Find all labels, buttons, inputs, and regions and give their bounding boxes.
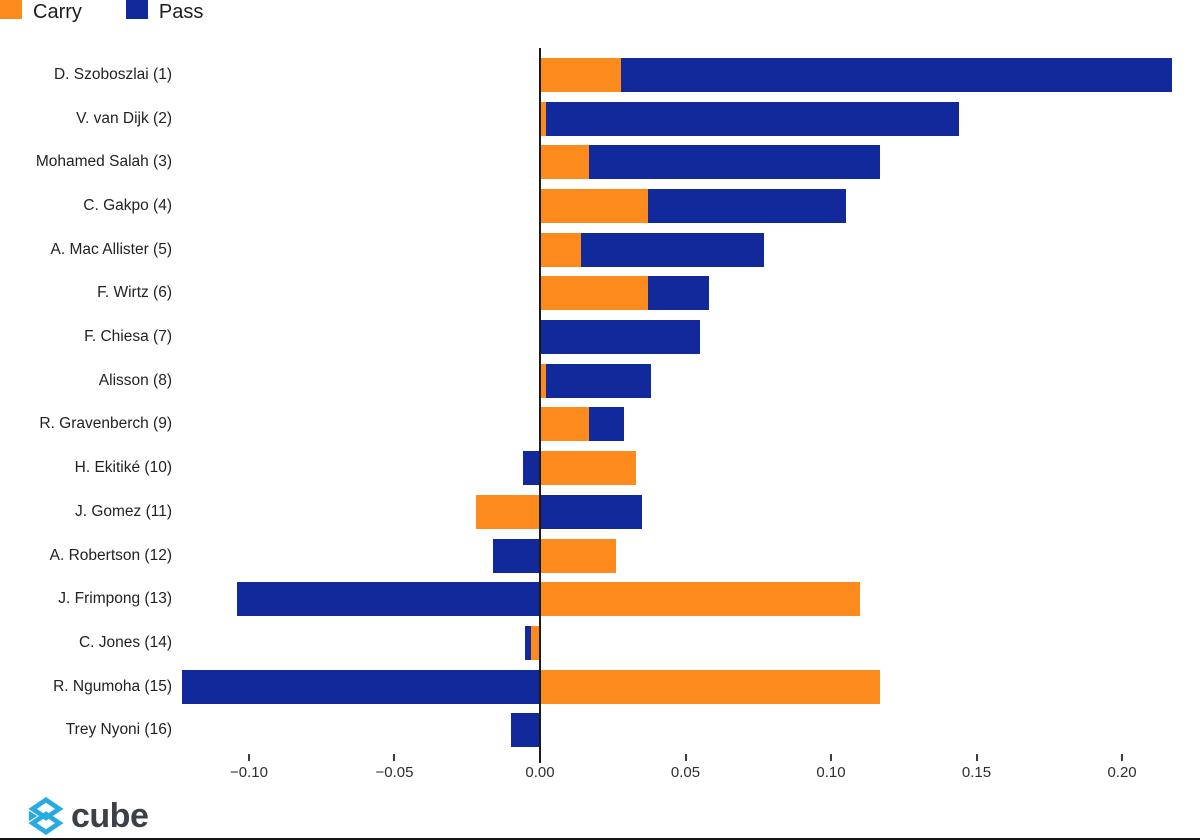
bottom-border-line: [0, 838, 1200, 840]
bar-segment-pass[interactable]: [182, 669, 540, 704]
bar-segment-carry[interactable]: [539, 538, 616, 573]
bar-segment-carry[interactable]: [539, 407, 590, 442]
x-tick-mark: [975, 754, 978, 762]
x-tick-mark: [830, 754, 833, 762]
y-axis-label: F. Chiesa (7): [84, 328, 172, 346]
legend-swatch-carry: [0, 0, 22, 19]
y-axis-label: V. van Dijk (2): [76, 109, 172, 127]
zero-line: [538, 48, 541, 764]
legend-label: Pass: [158, 1, 204, 23]
bar-segment-pass[interactable]: [237, 582, 540, 617]
bar-segment-pass[interactable]: [621, 57, 1172, 92]
x-tick-label: 0.20: [1107, 764, 1137, 782]
x-tick-label: 0.05: [670, 764, 701, 782]
bar-segment-carry[interactable]: [531, 625, 540, 660]
y-axis-label: F. Wirtz (6): [97, 284, 172, 302]
bar-segment-carry[interactable]: [539, 669, 881, 704]
bar-segment-carry[interactable]: [539, 363, 546, 398]
y-axis-label: C. Gakpo (4): [83, 196, 172, 214]
x-tick-label: −0.05: [375, 764, 414, 782]
bar-segment-carry[interactable]: [539, 101, 546, 136]
bar-segment-pass[interactable]: [589, 407, 625, 442]
y-axis-label: J. Frimpong (13): [58, 590, 172, 608]
bar-segment-carry[interactable]: [539, 276, 648, 311]
bar-segment-pass[interactable]: [647, 276, 709, 311]
x-tick-mark: [247, 754, 250, 762]
x-tick-label: 0.15: [961, 764, 992, 782]
y-axis-label: A. Robertson (12): [49, 546, 172, 564]
x-tick-mark: [393, 754, 396, 762]
bar-segment-pass[interactable]: [580, 232, 765, 267]
bar-segment-pass[interactable]: [545, 363, 651, 398]
x-tick-mark: [684, 754, 687, 762]
legend-item-pass[interactable]: Pass: [125, 0, 204, 25]
bar-segment-carry[interactable]: [539, 582, 861, 617]
bar-segment-pass[interactable]: [539, 320, 701, 355]
legend-label: Carry: [33, 1, 82, 23]
x-tick-label: 0.00: [525, 764, 555, 782]
y-axis-label: Trey Nyoni (16): [65, 721, 172, 739]
bar-segment-carry[interactable]: [539, 188, 648, 223]
bar-segment-pass[interactable]: [522, 451, 540, 486]
x-tick-label: 0.10: [816, 764, 846, 782]
bar-segment-carry[interactable]: [539, 145, 590, 180]
bar-segment-pass[interactable]: [589, 145, 881, 180]
y-axis-label: Alisson (8): [98, 371, 172, 389]
legend-item-carry[interactable]: Carry: [0, 0, 82, 25]
y-axis-label: H. Ekitiké (10): [74, 459, 172, 477]
y-axis-label: D. Szoboszlai (1): [53, 65, 172, 83]
y-axis-label: R. Ngumoha (15): [53, 677, 172, 695]
bar-segment-carry[interactable]: [539, 57, 622, 92]
footer-logo: cube: [26, 795, 149, 837]
y-axis-label: A. Mac Allister (5): [50, 240, 172, 258]
chart-legend: Carry Pass: [0, 0, 247, 25]
y-axis-label: C. Jones (14): [78, 633, 172, 651]
bar-segment-pass[interactable]: [525, 625, 532, 660]
bar-segment-carry[interactable]: [539, 451, 636, 486]
x-tick-label: −0.10: [229, 764, 268, 782]
y-axis-label: R. Gravenberch (9): [39, 415, 172, 433]
bar-segment-carry[interactable]: [539, 232, 581, 267]
bar-segment-pass[interactable]: [493, 538, 540, 573]
bar-segment-pass[interactable]: [510, 713, 540, 748]
logo-text: cube: [71, 797, 149, 835]
bar-segment-pass[interactable]: [647, 188, 846, 223]
bar-segment-pass[interactable]: [539, 494, 642, 529]
bar-segment-carry[interactable]: [475, 494, 540, 529]
bar-segment-pass[interactable]: [545, 101, 960, 136]
cube-logo-icon: [28, 797, 64, 835]
y-axis-label: Mohamed Salah (3): [35, 153, 172, 171]
legend-swatch-pass: [125, 0, 148, 19]
x-tick-mark: [1121, 754, 1124, 762]
y-axis-label: J. Gomez (11): [74, 502, 172, 520]
